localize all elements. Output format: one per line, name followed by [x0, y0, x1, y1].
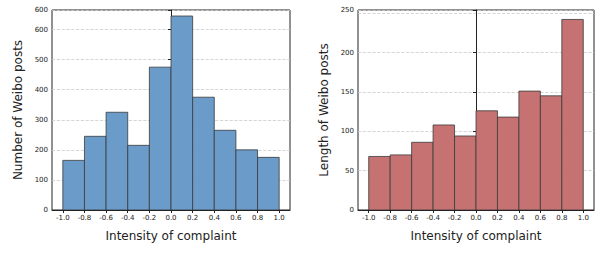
svg-text:50: 50 [345, 167, 354, 175]
svg-text:-0.8: -0.8 [383, 214, 397, 222]
svg-text:0.2: 0.2 [492, 214, 503, 222]
svg-text:500: 500 [35, 56, 48, 64]
svg-text:600: 600 [35, 6, 48, 14]
svg-text:0.8: 0.8 [556, 214, 567, 222]
svg-text:Intensity of complaint: Intensity of complaint [105, 229, 236, 243]
svg-text:-1.0: -1.0 [56, 214, 70, 222]
svg-text:Number of Weibo posts: Number of Weibo posts [11, 40, 25, 180]
svg-text:-0.6: -0.6 [405, 214, 419, 222]
svg-text:100: 100 [341, 127, 354, 135]
svg-text:300: 300 [35, 116, 48, 124]
svg-text:200: 200 [341, 49, 354, 57]
svg-text:0.4: 0.4 [513, 214, 525, 222]
svg-text:150: 150 [341, 88, 354, 96]
svg-text:0.8: 0.8 [252, 214, 263, 222]
svg-text:-0.4: -0.4 [121, 214, 135, 222]
svg-text:100: 100 [35, 176, 48, 184]
svg-text:0.6: 0.6 [230, 214, 242, 222]
svg-text:-0.4: -0.4 [426, 214, 440, 222]
svg-text:200: 200 [35, 146, 48, 154]
svg-text:0.0: 0.0 [165, 214, 176, 222]
svg-text:250: 250 [341, 6, 354, 14]
svg-text:-1.0: -1.0 [362, 214, 376, 222]
svg-text:1.0: 1.0 [578, 214, 589, 222]
svg-text:1.0: 1.0 [274, 214, 285, 222]
svg-text:0.2: 0.2 [187, 214, 198, 222]
svg-text:Length of Weibo posts: Length of Weibo posts [317, 43, 331, 176]
svg-text:-0.8: -0.8 [78, 214, 92, 222]
svg-text:0.0: 0.0 [470, 214, 481, 222]
svg-text:-0.2: -0.2 [143, 214, 157, 222]
svg-text:0: 0 [44, 206, 48, 214]
svg-text:Intensity of complaint: Intensity of complaint [410, 229, 541, 243]
svg-text:400: 400 [35, 86, 48, 94]
svg-text:0: 0 [350, 206, 354, 214]
svg-text:0.4: 0.4 [209, 214, 221, 222]
svg-text:-0.2: -0.2 [448, 214, 462, 222]
svg-text:600: 600 [35, 26, 48, 34]
svg-text:0.6: 0.6 [535, 214, 547, 222]
svg-text:-0.6: -0.6 [99, 214, 113, 222]
